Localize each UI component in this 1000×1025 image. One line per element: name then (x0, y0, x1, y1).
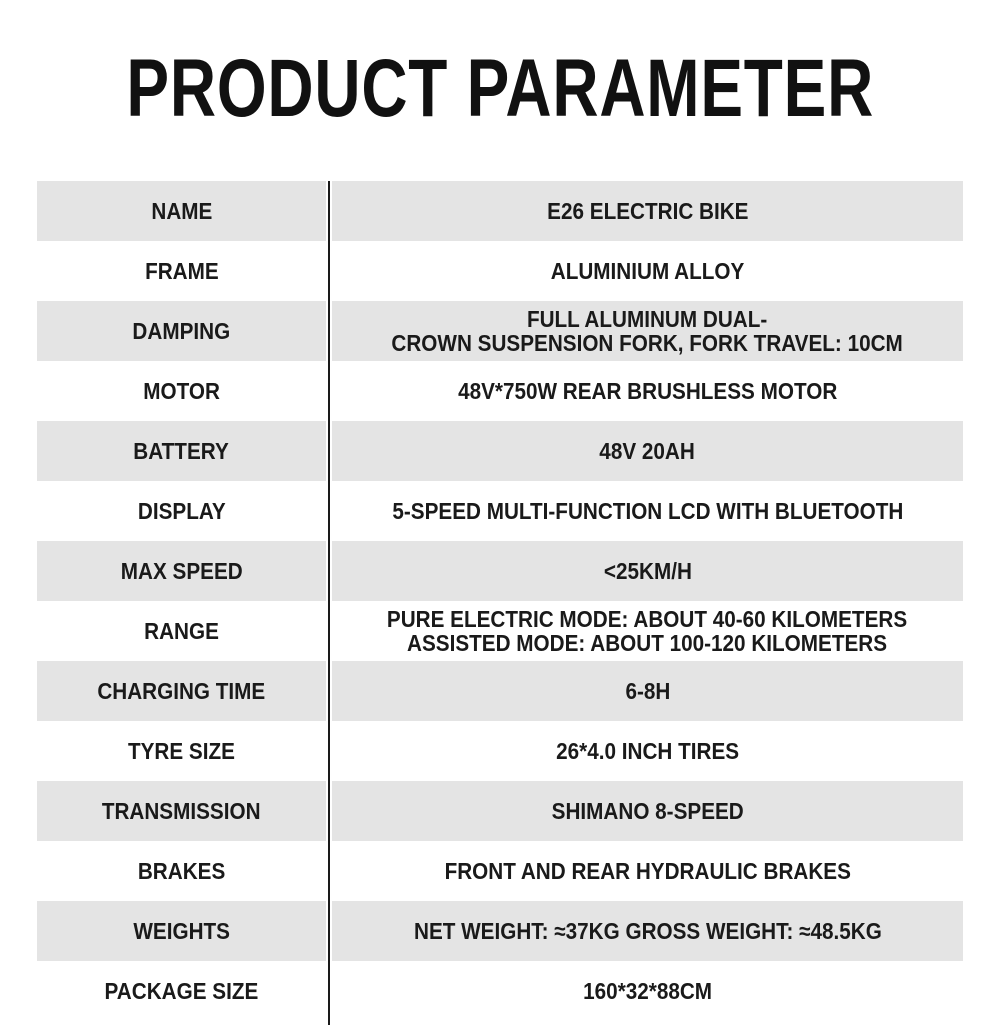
parameter-value-cell: 6-8H (332, 661, 963, 721)
column-divider (328, 181, 330, 1025)
parameter-label-cell: BATTERY (37, 421, 326, 481)
parameter-value: NET WEIGHT: ≈37KG GROSS WEIGHT: ≈48.5KG (413, 918, 882, 944)
parameter-value-cell: FULL ALUMINUM DUAL- CROWN SUSPENSION FOR… (332, 301, 963, 361)
table-row: TYRE SIZE 26*4.0 INCH TIRES (37, 721, 963, 781)
parameter-table: NAME E26 ELECTRIC BIKE FRAME ALUMINIUM ALLO… (37, 181, 963, 1021)
parameter-value-cell: <25KM/H (332, 541, 963, 601)
parameter-label: BATTERY (133, 438, 230, 464)
parameter-value: 5-SPEED MULTI-FUNCTION LCD WITH BLUETOOT… (392, 498, 903, 524)
table-row: DAMPING FULL ALUMINUM DUAL- CROWN SUSPENS… (37, 301, 963, 361)
parameter-label-cell: RANGE (37, 601, 326, 661)
table-row: WEIGHTS NET WEIGHT: ≈37KG GROSS WEIGHT: ≈… (37, 901, 963, 961)
parameter-label: MAX SPEED (120, 558, 243, 584)
table-row: RANGE PURE ELECTRIC MODE: ABOUT 40-60 KIL… (37, 601, 963, 661)
table-row: MOTOR 48V*750W REAR BRUSHLESS MOTOR (37, 361, 963, 421)
parameter-value: 160*32*88CM (583, 978, 712, 1004)
parameter-value-cell: 48V*750W REAR BRUSHLESS MOTOR (332, 361, 963, 421)
parameter-value-cell: PURE ELECTRIC MODE: ABOUT 40-60 KILOMETE… (332, 601, 963, 661)
parameter-label: CHARGING TIME (97, 678, 266, 704)
parameter-label-cell: DAMPING (37, 301, 326, 361)
table-row: MAX SPEED <25KM/H (37, 541, 963, 601)
parameter-value-cell: 5-SPEED MULTI-FUNCTION LCD WITH BLUETOOT… (332, 481, 963, 541)
parameter-label-cell: MAX SPEED (37, 541, 326, 601)
parameter-label: DAMPING (132, 318, 231, 344)
parameter-label: RANGE (144, 618, 219, 644)
table-row: TRANSMISSION SHIMANO 8-SPEED (37, 781, 963, 841)
parameter-label-cell: FRAME (37, 241, 326, 301)
parameter-label-cell: WEIGHTS (37, 901, 326, 961)
parameter-value: ALUMINIUM ALLOY (550, 258, 745, 284)
page-title: PRODUCT PARAMETER (126, 43, 874, 134)
parameter-label-cell: MOTOR (37, 361, 326, 421)
parameter-label: NAME (151, 198, 212, 224)
parameter-value-cell: NET WEIGHT: ≈37KG GROSS WEIGHT: ≈48.5KG (332, 901, 963, 961)
parameter-value-cell: 160*32*88CM (332, 961, 963, 1021)
parameter-value: <25KM/H (603, 558, 692, 584)
parameter-value: E26 ELECTRIC BIKE (546, 198, 749, 224)
parameter-label: DISPLAY (137, 498, 226, 524)
parameter-value-cell: ALUMINIUM ALLOY (332, 241, 963, 301)
parameter-value: 6-8H (625, 678, 670, 704)
parameter-label: TYRE SIZE (128, 738, 235, 764)
parameter-value: FULL ALUMINUM DUAL- CROWN SUSPENSION FOR… (391, 306, 904, 356)
parameter-value-cell: 26*4.0 INCH TIRES (332, 721, 963, 781)
table-row: FRAME ALUMINIUM ALLOY (37, 241, 963, 301)
parameter-value: PURE ELECTRIC MODE: ABOUT 40-60 KILOMETE… (387, 606, 908, 656)
parameter-label: PACKAGE SIZE (104, 978, 259, 1004)
parameter-label-cell: BRAKES (37, 841, 326, 901)
parameter-label-cell: CHARGING TIME (37, 661, 326, 721)
parameter-value: 26*4.0 INCH TIRES (556, 738, 739, 764)
parameter-label-cell: PACKAGE SIZE (37, 961, 326, 1021)
parameter-label-cell: NAME (37, 181, 326, 241)
parameter-value: FRONT AND REAR HYDRAULIC BRAKES (444, 858, 851, 884)
parameter-label-cell: DISPLAY (37, 481, 326, 541)
parameter-label-cell: TRANSMISSION (37, 781, 326, 841)
parameter-label: MOTOR (143, 378, 220, 404)
parameter-label: FRAME (144, 258, 219, 284)
parameter-label: TRANSMISSION (102, 798, 261, 824)
parameter-value-cell: FRONT AND REAR HYDRAULIC BRAKES (332, 841, 963, 901)
parameter-value-cell: E26 ELECTRIC BIKE (332, 181, 963, 241)
parameter-label: BRAKES (137, 858, 226, 884)
table-row: CHARGING TIME 6-8H (37, 661, 963, 721)
table-row: PACKAGE SIZE 160*32*88CM (37, 961, 963, 1021)
parameter-value: 48V 20AH (599, 438, 696, 464)
parameter-label-cell: TYRE SIZE (37, 721, 326, 781)
parameter-value: SHIMANO 8-SPEED (551, 798, 744, 824)
table-row: BATTERY 48V 20AH (37, 421, 963, 481)
table-row: NAME E26 ELECTRIC BIKE (37, 181, 963, 241)
parameter-value-cell: SHIMANO 8-SPEED (332, 781, 963, 841)
parameter-value: 48V*750W REAR BRUSHLESS MOTOR (457, 378, 838, 404)
parameter-label: WEIGHTS (133, 918, 230, 944)
parameter-value-cell: 48V 20AH (332, 421, 963, 481)
table-row: BRAKES FRONT AND REAR HYDRAULIC BRAKES (37, 841, 963, 901)
table-row: DISPLAY 5-SPEED MULTI-FUNCTION LCD WITH B… (37, 481, 963, 541)
